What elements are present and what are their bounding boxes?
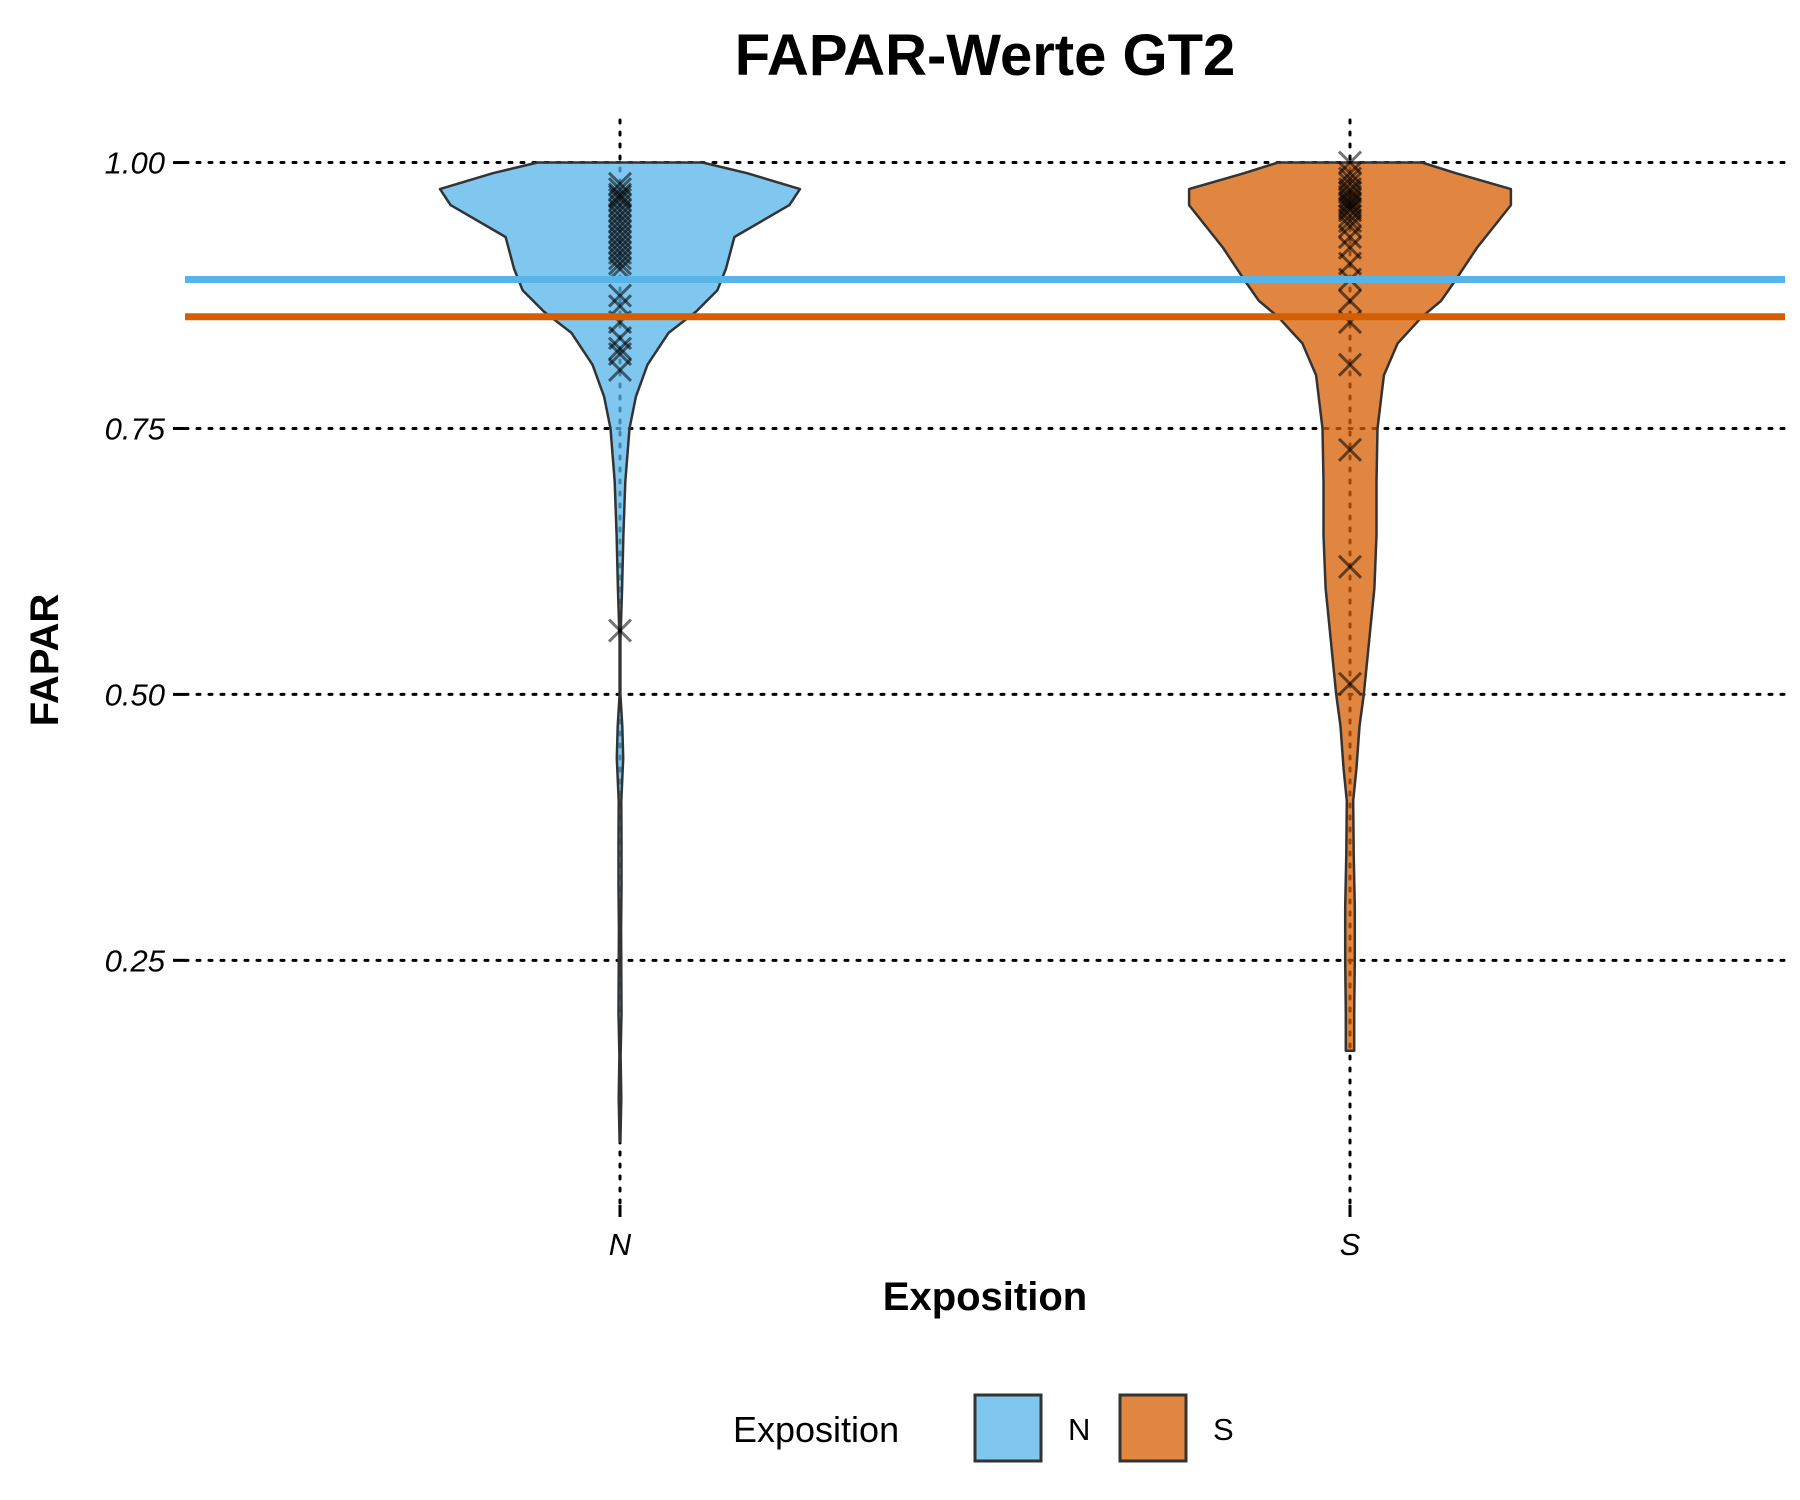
data-point-s — [1337, 437, 1363, 462]
data-point-s — [1337, 203, 1363, 228]
y-axis-title: FAPAR — [23, 594, 67, 727]
legend-title: Exposition — [733, 1409, 899, 1450]
violins — [438, 150, 1513, 1143]
y-tick-label-2: 0.75 — [105, 411, 166, 446]
legend: Exposition N S — [733, 1393, 1234, 1463]
data-point-n — [607, 251, 633, 276]
data-point-s — [1337, 352, 1363, 377]
data-point-n — [607, 283, 633, 308]
data-point-s — [1337, 671, 1363, 696]
data-point-n — [607, 618, 633, 643]
chart-title: FAPAR-Werte GT2 — [735, 23, 1236, 88]
data-point-n — [607, 357, 633, 383]
axes: 0.25 0.50 0.75 1.00 N S — [105, 146, 1361, 1262]
data-point-s — [1337, 224, 1363, 250]
reference-lines — [185, 276, 1785, 321]
legend-key-n — [973, 1393, 1043, 1463]
violin-n — [438, 161, 802, 1143]
legend-label-n: N — [1068, 1412, 1090, 1447]
legend-key-s — [1118, 1393, 1188, 1463]
x-tick-label-n: N — [609, 1227, 632, 1262]
data-point-s — [1337, 554, 1363, 579]
x-tick-label-s: S — [1340, 1227, 1361, 1262]
legend-label-s: S — [1213, 1412, 1234, 1447]
data-point-s — [1337, 288, 1363, 313]
y-tick-label-3: 1.00 — [105, 146, 165, 181]
y-tick-label-1: 0.50 — [105, 677, 165, 712]
x-axis-title: Exposition — [883, 1275, 1087, 1319]
violin-s — [1187, 161, 1513, 1053]
data-point-s — [1337, 214, 1363, 239]
data-point-n — [607, 336, 633, 361]
y-tick-label-0: 0.25 — [105, 943, 166, 978]
data-point-n — [607, 246, 633, 271]
